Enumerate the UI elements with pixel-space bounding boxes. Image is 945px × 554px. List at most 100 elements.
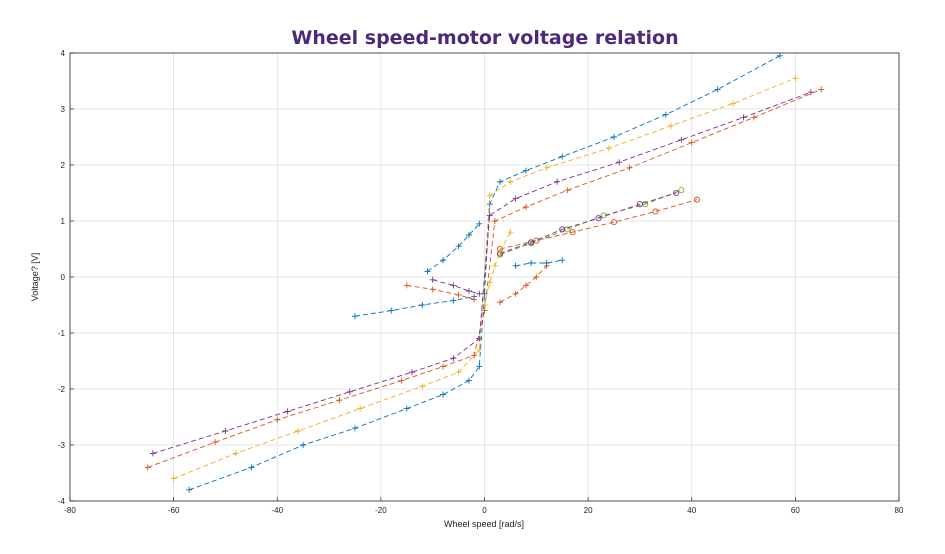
y-axis-label: Voltage? [V]: [30, 253, 40, 302]
series-3: [149, 89, 814, 457]
data-point: [398, 377, 405, 384]
data-point: [248, 464, 255, 471]
data-point: [569, 229, 576, 236]
data-point: [170, 475, 177, 482]
data-point: [616, 159, 623, 166]
y-tick-label: -4: [58, 497, 66, 506]
data-point: [465, 288, 472, 294]
data-point: [346, 388, 353, 395]
data-point: [688, 139, 695, 146]
data-point: [357, 405, 364, 412]
data-point: [455, 369, 462, 376]
data-point: [300, 442, 307, 448]
x-tick-label: -20: [375, 506, 387, 515]
data-point: [522, 282, 529, 289]
data-point: [455, 291, 462, 298]
data-point: [512, 290, 519, 297]
data-point: [388, 307, 395, 314]
x-tick-label: 0: [482, 506, 487, 515]
data-point: [419, 302, 426, 308]
data-point: [481, 307, 488, 314]
data-point: [465, 377, 472, 384]
y-tick-label: 1: [61, 217, 66, 226]
data-point: [543, 260, 550, 266]
data-point: [440, 363, 447, 370]
data-point: [605, 145, 612, 152]
data-point: [491, 218, 498, 224]
series-line: [499, 265, 548, 303]
series-line: [427, 223, 480, 272]
tick-labels: -80 -60 -40 -20 0 20 40 60 80 -4 -3 -2 -1 0 1 2 3 4: [58, 49, 904, 515]
data-point: [611, 134, 618, 140]
data-point: [522, 204, 529, 210]
data-point: [533, 274, 540, 280]
data-point: [429, 276, 436, 283]
data-point: [668, 122, 675, 129]
data-point: [564, 187, 571, 194]
data-point: [471, 352, 478, 359]
y-tick-label: 2: [61, 161, 66, 170]
data-point: [750, 114, 757, 121]
series-7: [424, 220, 483, 275]
y-tick-label: -3: [58, 441, 66, 450]
data-point: [336, 397, 343, 404]
data-point: [818, 86, 825, 93]
data-point: [403, 405, 410, 412]
data-point: [212, 439, 219, 446]
data-point: [740, 114, 747, 121]
data-point: [486, 212, 493, 219]
series-5: [496, 187, 685, 258]
data-point: [465, 232, 472, 238]
y-tick-label: 4: [61, 49, 66, 58]
data-point: [636, 201, 643, 208]
series-line: [499, 192, 677, 254]
axes-box: [69, 52, 900, 502]
data-point: [730, 100, 737, 107]
data-point: [610, 219, 618, 226]
data-point: [497, 299, 504, 306]
data-point: [222, 428, 229, 434]
data-point: [408, 369, 415, 376]
data-point: [284, 408, 291, 415]
data-point: [351, 313, 358, 320]
data-point: [507, 178, 514, 185]
data-point: [144, 464, 151, 471]
data-point: [440, 257, 447, 264]
data-point: [792, 75, 799, 82]
data-point: [429, 286, 436, 293]
data-point: [678, 136, 685, 143]
data-point: [528, 239, 535, 246]
data-point: [714, 86, 721, 93]
data-point: [476, 346, 483, 353]
data-point: [424, 268, 431, 275]
data-point: [491, 262, 498, 269]
series-1: [144, 86, 825, 471]
data-point: [274, 416, 281, 423]
data-point: [543, 164, 550, 171]
data-point: [476, 220, 483, 227]
data-point: [481, 302, 488, 308]
x-tick-label: -60: [168, 506, 180, 515]
x-tick-label: 60: [791, 506, 800, 515]
data-point: [450, 297, 457, 304]
data-point: [232, 450, 239, 457]
data-point: [678, 187, 685, 194]
data-point: [776, 52, 783, 59]
y-tick-label: 3: [61, 105, 66, 114]
series-line: [515, 259, 563, 267]
data-point: [455, 243, 462, 250]
series-line: [152, 91, 812, 454]
series-10: [429, 276, 483, 297]
data-point: [595, 215, 602, 222]
series-line: [173, 77, 796, 480]
x-tick-label: -40: [271, 506, 283, 515]
y-tick-label: 0: [61, 273, 66, 282]
x-axis-label: Wheel speed [rad/s]: [444, 519, 524, 529]
data-point: [149, 450, 156, 457]
data-point: [450, 282, 457, 289]
series-line: [432, 279, 480, 295]
series-2: [170, 75, 799, 482]
chart-title: Wheel speed-motor voltage relation: [291, 27, 678, 49]
series-layer: [144, 52, 825, 493]
